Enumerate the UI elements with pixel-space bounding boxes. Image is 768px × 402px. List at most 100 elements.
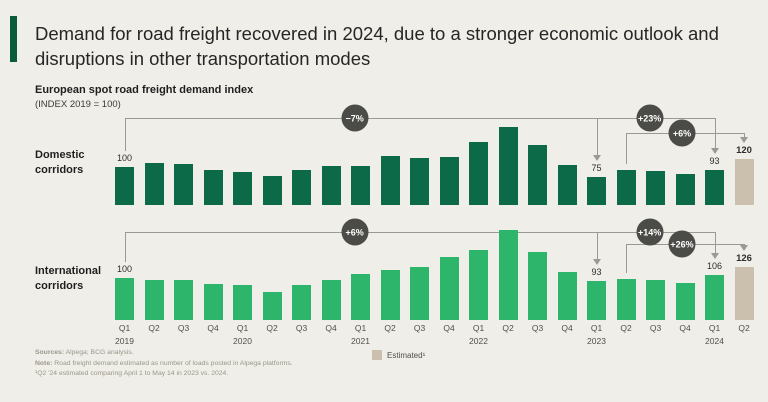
estimated-swatch-icon	[372, 350, 382, 360]
footer-note-line: Note: Road freight demand estimated as n…	[35, 359, 365, 370]
value-label-international-106: 106	[706, 261, 723, 272]
bar-domestic-q3-2022	[528, 144, 547, 205]
chart-subtitle: European spot road freight demand index	[35, 84, 254, 96]
bar-domestic-q2-2022	[498, 127, 518, 205]
x-label-q2-2020: Q2	[266, 323, 278, 333]
bar-domestic-q4-2023	[675, 173, 695, 205]
bar-domestic-q1-2020	[233, 171, 252, 205]
bracket-line	[124, 118, 126, 151]
accent-bar	[10, 16, 17, 62]
bar-international-q3-2022	[528, 251, 547, 320]
bracket-line	[596, 118, 598, 155]
bar-domestic-q3-2019	[174, 163, 193, 205]
legend-label: Estimated¹	[387, 350, 426, 360]
bar-domestic-q1-2023	[587, 176, 606, 205]
bar-domestic-q4-2021	[439, 157, 459, 205]
bar-domestic-q2-2019	[144, 163, 164, 205]
bar-domestic-q2-2024	[734, 159, 754, 205]
down-arrow-icon	[710, 253, 719, 260]
bar-domestic-q2-2023	[616, 170, 636, 205]
bar-international-q1-2024	[705, 275, 724, 320]
bar-domestic-q1-2022	[469, 142, 488, 205]
bar-international-q1-2022	[469, 249, 488, 320]
legend: Estimated¹	[372, 350, 425, 360]
value-label-domestic-75: 75	[591, 162, 602, 173]
bar-international-q3-2023	[646, 280, 665, 320]
bar-international-q1-2019	[115, 278, 134, 320]
bar-international-q3-2019	[174, 280, 193, 320]
bar-international-q2-2021	[380, 270, 400, 320]
annotation-circle-international-0: +6%	[341, 218, 369, 246]
bar-domestic-q4-2019	[203, 170, 223, 205]
annotation-circle-domestic-0: −7%	[341, 104, 369, 132]
x-label-q4-2021: Q4	[443, 323, 455, 333]
footer-sources-line: Sources: Alpega; BCG analysis.	[35, 348, 365, 359]
bar-international-q2-2019	[144, 280, 164, 320]
footer-footnote-line: ¹Q2 '24 estimated comparing April 1 to M…	[35, 370, 229, 378]
year-label-2022: 2022	[469, 336, 488, 346]
year-label-2019: 2019	[115, 336, 134, 346]
bar-domestic-q1-2021	[351, 165, 370, 205]
down-arrow-icon	[740, 245, 748, 252]
x-label-q2-2022: Q2	[502, 323, 514, 333]
bar-international-q4-2021	[439, 257, 459, 320]
x-label-q1-2023: Q1	[590, 323, 603, 333]
bar-international-q2-2024	[734, 267, 754, 320]
bar-international-q4-2020	[321, 280, 341, 320]
year-label-2023: 2023	[587, 336, 606, 346]
down-arrow-icon	[592, 154, 601, 161]
bar-international-q4-2022	[557, 272, 577, 320]
x-label-q3-2020: Q3	[295, 323, 308, 333]
bar-international-q2-2020	[262, 291, 282, 320]
x-label-q3-2021: Q3	[413, 323, 426, 333]
bracket-line	[596, 232, 598, 259]
value-label-domestic-100: 100	[116, 153, 133, 163]
index-base-note: (INDEX 2019 = 100)	[35, 99, 121, 110]
x-label-q1-2024: Q1	[708, 323, 721, 333]
bracket-line	[626, 244, 627, 273]
value-label-international-100: 100	[116, 264, 133, 274]
bracket-line	[714, 232, 716, 254]
bracket-line	[744, 244, 745, 246]
bracket-line	[626, 133, 627, 165]
bar-domestic-q2-2020	[262, 176, 282, 205]
x-label-q2-2021: Q2	[384, 323, 396, 333]
annotation-circle-domestic-2: +6%	[668, 119, 696, 147]
bar-international-q2-2022	[498, 230, 518, 320]
value-label-domestic-120: 120	[736, 145, 752, 157]
bracket-line	[714, 118, 716, 148]
x-label-q2-2019: Q2	[148, 323, 160, 333]
x-label-q2-2024: Q2	[738, 323, 750, 333]
bar-international-q1-2020	[233, 285, 252, 320]
sources-label: Sources:	[35, 349, 65, 356]
bar-domestic-q4-2022	[557, 165, 577, 205]
row-label-domestic: Domestic corridors	[35, 149, 85, 176]
x-label-q4-2019: Q4	[207, 323, 219, 333]
bar-international-q1-2021	[351, 273, 370, 320]
bar-international-q3-2020	[292, 285, 311, 320]
year-label-2021: 2021	[351, 336, 370, 346]
x-label-q4-2023: Q4	[679, 323, 691, 333]
x-label-q3-2023: Q3	[649, 323, 662, 333]
bar-domestic-q4-2020	[321, 165, 341, 205]
bar-international-q2-2023	[616, 278, 636, 320]
value-label-international-126: 126	[736, 253, 752, 265]
bar-international-q4-2023	[675, 283, 695, 320]
page-title: Demand for road freight recovered in 202…	[35, 23, 719, 69]
footer: Sources: Alpega; BCG analysis. Note: Roa…	[35, 348, 365, 380]
bar-domestic-q1-2024	[705, 169, 724, 205]
note-text: Road freight demand estimated as number …	[52, 359, 293, 367]
x-label-q1-2021: Q1	[354, 323, 367, 333]
down-arrow-icon	[592, 258, 601, 265]
value-label-domestic-93: 93	[709, 155, 720, 166]
note-label: Note:	[35, 359, 53, 367]
bar-domestic-q3-2021	[410, 157, 429, 205]
annotation-circle-international-2: +26%	[668, 230, 696, 258]
year-label-2024: 2024	[705, 336, 724, 346]
x-label-q3-2022: Q3	[531, 323, 544, 333]
bar-domestic-q1-2019	[115, 167, 134, 205]
x-label-q2-2023: Q2	[620, 323, 632, 333]
down-arrow-icon	[710, 147, 719, 154]
x-label-q4-2022: Q4	[561, 323, 573, 333]
